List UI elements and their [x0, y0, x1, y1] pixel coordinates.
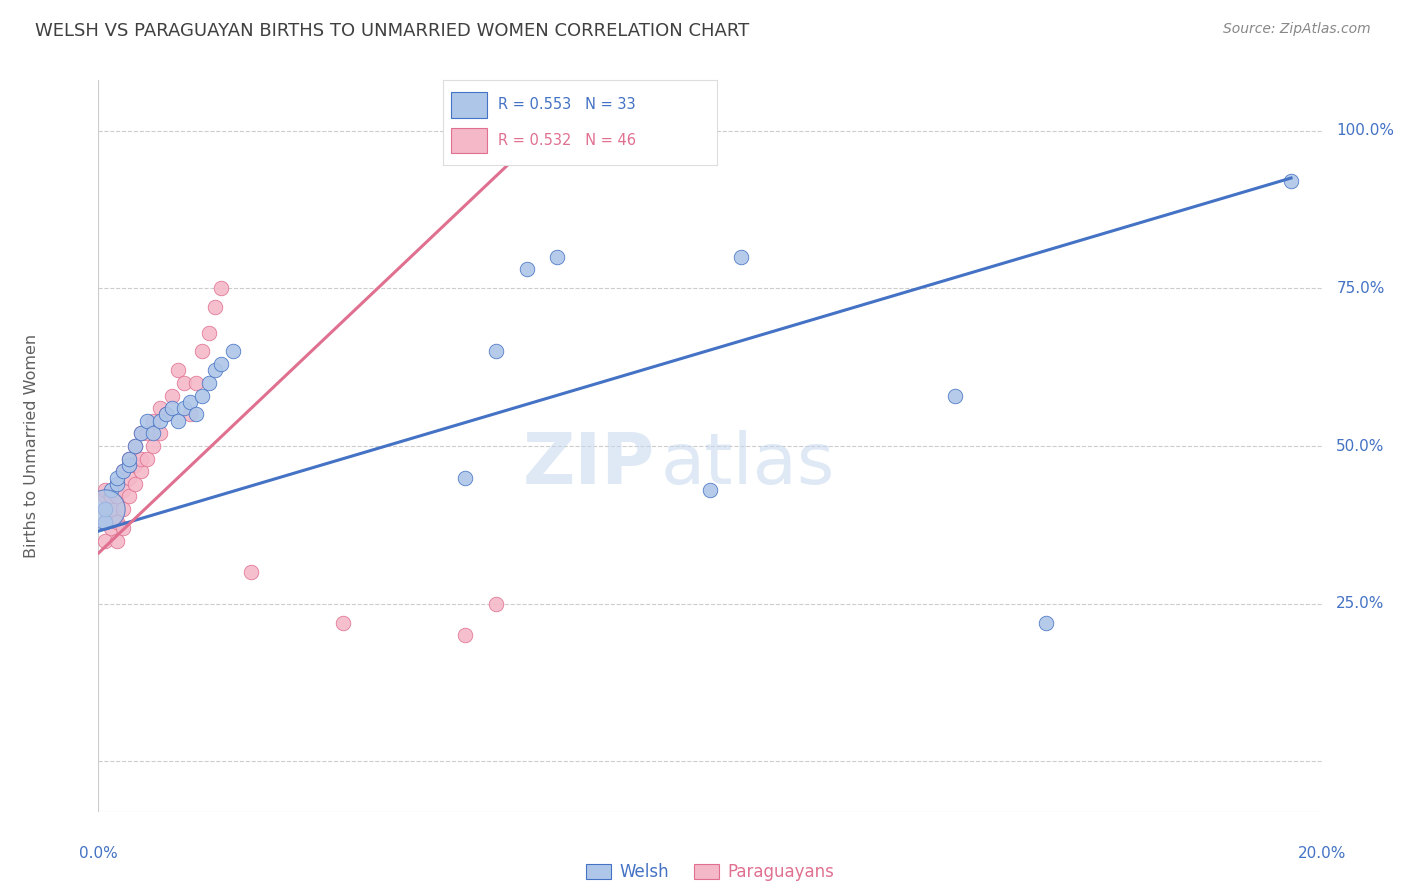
- Point: [118, 470, 141, 484]
- Point: [179, 395, 201, 409]
- Point: [1279, 174, 1302, 188]
- Point: [136, 451, 159, 466]
- Point: [454, 470, 477, 484]
- Point: [105, 533, 128, 548]
- Point: [149, 426, 172, 441]
- Point: [332, 615, 354, 630]
- Point: [516, 262, 538, 277]
- Point: [118, 451, 141, 466]
- Point: [209, 357, 232, 371]
- Point: [118, 458, 141, 472]
- Point: [105, 515, 128, 529]
- Text: 20.0%: 20.0%: [1298, 847, 1346, 862]
- Point: [142, 426, 165, 441]
- Point: [186, 376, 208, 390]
- Point: [105, 490, 128, 504]
- Point: [191, 344, 214, 359]
- Point: [943, 388, 966, 402]
- Point: [454, 628, 477, 642]
- Point: [93, 490, 115, 504]
- Point: [93, 515, 115, 529]
- Point: [118, 490, 141, 504]
- Text: R = 0.553   N = 33: R = 0.553 N = 33: [498, 97, 636, 112]
- Point: [1035, 615, 1057, 630]
- Point: [105, 476, 128, 491]
- Point: [111, 464, 134, 478]
- Text: 50.0%: 50.0%: [1336, 439, 1385, 453]
- Point: [93, 502, 115, 516]
- Point: [173, 376, 195, 390]
- Point: [93, 483, 115, 497]
- Point: [167, 363, 190, 377]
- Point: [546, 143, 568, 157]
- Point: [186, 408, 208, 422]
- Point: [93, 502, 115, 516]
- Point: [105, 476, 128, 491]
- Point: [124, 476, 146, 491]
- Point: [129, 464, 152, 478]
- Point: [93, 515, 115, 529]
- Point: [179, 408, 201, 422]
- Point: [111, 483, 134, 497]
- Point: [136, 426, 159, 441]
- Text: 0.0%: 0.0%: [79, 847, 118, 862]
- Point: [209, 281, 232, 295]
- Point: [167, 414, 190, 428]
- Point: [93, 533, 115, 548]
- Point: [100, 521, 122, 535]
- Point: [204, 363, 226, 377]
- Point: [240, 565, 263, 579]
- Point: [197, 376, 219, 390]
- Point: [197, 326, 219, 340]
- Legend: Welsh, Paraguayans: Welsh, Paraguayans: [579, 856, 841, 888]
- Point: [111, 502, 134, 516]
- Point: [124, 458, 146, 472]
- Point: [129, 451, 152, 466]
- Point: [105, 470, 128, 484]
- Point: [129, 426, 152, 441]
- Text: 25.0%: 25.0%: [1336, 596, 1385, 611]
- Text: atlas: atlas: [661, 430, 835, 499]
- Point: [124, 439, 146, 453]
- Text: 75.0%: 75.0%: [1336, 281, 1385, 296]
- Point: [118, 451, 141, 466]
- Point: [124, 439, 146, 453]
- Point: [485, 344, 508, 359]
- Text: Births to Unmarried Women: Births to Unmarried Women: [24, 334, 38, 558]
- Point: [149, 414, 172, 428]
- Text: R = 0.532   N = 46: R = 0.532 N = 46: [498, 133, 636, 148]
- FancyBboxPatch shape: [451, 92, 486, 118]
- Point: [160, 401, 183, 416]
- Point: [149, 401, 172, 416]
- Point: [100, 483, 122, 497]
- Point: [136, 414, 159, 428]
- Point: [173, 401, 195, 416]
- Point: [129, 426, 152, 441]
- Point: [142, 414, 165, 428]
- Point: [93, 502, 115, 516]
- Point: [100, 490, 122, 504]
- Point: [142, 439, 165, 453]
- Point: [546, 250, 568, 264]
- Point: [699, 483, 721, 497]
- Point: [111, 521, 134, 535]
- FancyBboxPatch shape: [451, 128, 486, 153]
- Point: [155, 408, 177, 422]
- Point: [730, 250, 752, 264]
- Point: [111, 464, 134, 478]
- Text: WELSH VS PARAGUAYAN BIRTHS TO UNMARRIED WOMEN CORRELATION CHART: WELSH VS PARAGUAYAN BIRTHS TO UNMARRIED …: [35, 22, 749, 40]
- Text: ZIP: ZIP: [523, 430, 655, 499]
- Point: [155, 408, 177, 422]
- Point: [222, 344, 245, 359]
- Text: 100.0%: 100.0%: [1336, 123, 1395, 138]
- Point: [485, 597, 508, 611]
- Text: Source: ZipAtlas.com: Source: ZipAtlas.com: [1223, 22, 1371, 37]
- Point: [191, 388, 214, 402]
- Point: [160, 388, 183, 402]
- Point: [100, 502, 122, 516]
- Point: [204, 300, 226, 314]
